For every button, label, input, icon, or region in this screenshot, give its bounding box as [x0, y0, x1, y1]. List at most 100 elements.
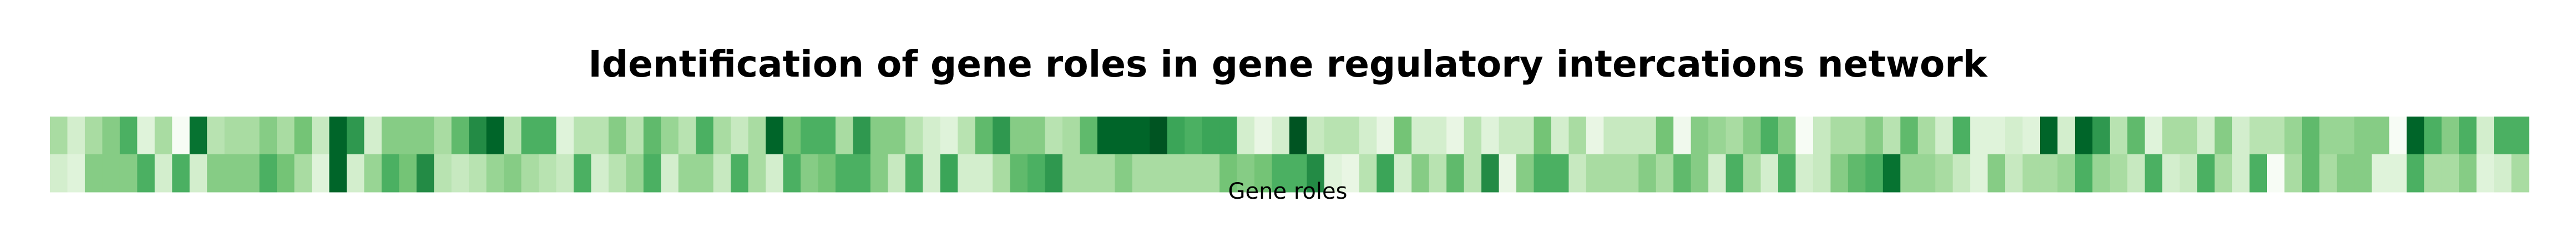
heatmap-cell — [137, 117, 155, 155]
heatmap-cell — [923, 117, 941, 155]
heatmap-cell — [573, 154, 591, 193]
heatmap-cell — [2232, 154, 2250, 193]
heatmap-cell — [1028, 117, 1046, 155]
heatmap-cell — [1254, 154, 1273, 193]
heatmap-cell — [1656, 117, 1674, 155]
heatmap-cell — [2267, 154, 2285, 193]
heatmap-cell — [870, 154, 888, 193]
heatmap-cell — [1708, 154, 1727, 193]
heatmap-cell — [2371, 117, 2390, 155]
heatmap-cell — [1010, 117, 1028, 155]
x-axis-label: Gene roles — [1228, 179, 1348, 204]
heatmap-cell — [1289, 117, 1308, 155]
heatmap-cell — [1691, 154, 1709, 193]
heatmap-cell — [2336, 117, 2355, 155]
heatmap-cell — [2301, 154, 2320, 193]
heatmap-cell — [1185, 154, 1203, 193]
heatmap-cell — [2389, 154, 2407, 193]
heatmap-cell — [399, 117, 417, 155]
heatmap-cell — [2162, 154, 2180, 193]
heatmap-cell — [1551, 154, 1570, 193]
heatmap-cell — [1097, 154, 1115, 193]
heatmap-cell — [242, 117, 260, 155]
heatmap-cell — [835, 117, 853, 155]
heatmap-cell — [2336, 154, 2355, 193]
heatmap-cell — [311, 117, 330, 155]
heatmap-cell — [1359, 117, 1377, 155]
heatmap-cell — [800, 117, 819, 155]
heatmap-cell — [207, 154, 225, 193]
heatmap-cell — [1167, 154, 1185, 193]
heatmap-cell — [853, 154, 871, 193]
heatmap-cell — [2267, 117, 2285, 155]
heatmap-cell — [1516, 117, 1535, 155]
heatmap-cell — [2127, 117, 2145, 155]
heatmap-cell — [905, 154, 923, 193]
heatmap-cell — [888, 117, 906, 155]
heatmap-cell — [2494, 154, 2512, 193]
heatmap-cell — [1882, 117, 1901, 155]
heatmap-cell — [1795, 154, 1814, 193]
heatmap-cell — [172, 117, 190, 155]
heatmap-cell — [923, 154, 941, 193]
heatmap-cell — [504, 117, 522, 155]
heatmap-cell — [1638, 154, 1657, 193]
heatmap-cell — [713, 154, 731, 193]
heatmap-cell — [1062, 117, 1081, 155]
heatmap-cell — [1708, 117, 1727, 155]
heatmap-cell — [1446, 117, 1465, 155]
heatmap-cell — [2424, 117, 2442, 155]
heatmap-cell — [1725, 117, 1744, 155]
heatmap-cell — [1568, 117, 1587, 155]
heatmap-cell — [1848, 117, 1866, 155]
heatmap-cell — [2406, 117, 2425, 155]
heatmap-cell — [696, 117, 714, 155]
heatmap-cell — [486, 154, 504, 193]
heatmap-cell — [2109, 154, 2128, 193]
heatmap-cell — [2424, 154, 2442, 193]
heatmap-cell — [1621, 154, 1639, 193]
heatmap-cell — [259, 154, 277, 193]
heatmap-cell — [2022, 154, 2041, 193]
heatmap-cell — [1115, 154, 1133, 193]
heatmap-cell — [2057, 154, 2076, 193]
heatmap-cell — [1219, 117, 1238, 155]
heatmap-cell — [102, 117, 120, 155]
heatmap-cell — [1882, 154, 1901, 193]
heatmap-cell — [1272, 154, 1290, 193]
heatmap-cell — [1848, 154, 1866, 193]
heatmap-cell — [1534, 117, 1552, 155]
heatmap-cell — [2284, 154, 2302, 193]
heatmap-cell — [573, 117, 591, 155]
heatmap-cell — [1132, 117, 1150, 155]
heatmap-cell — [958, 117, 976, 155]
heatmap-cell — [154, 154, 173, 193]
heatmap-cell — [1917, 154, 1936, 193]
heatmap-cell — [2179, 117, 2198, 155]
heatmap-cell — [1865, 117, 1884, 155]
heatmap-cell — [818, 154, 836, 193]
heatmap-cell — [486, 117, 504, 155]
heatmap-cell — [1045, 117, 1063, 155]
heatmap-cell — [224, 154, 242, 193]
heatmap-cell — [224, 117, 242, 155]
heatmap-cell — [1202, 117, 1220, 155]
heatmap-cell — [1219, 154, 1238, 193]
heatmap-cell — [1359, 154, 1377, 193]
heatmap-cell — [1464, 154, 1482, 193]
heatmap-cell — [1638, 117, 1657, 155]
heatmap-cell — [2371, 154, 2390, 193]
heatmap-cell — [800, 154, 819, 193]
heatmap-cell — [539, 154, 557, 193]
heatmap-cell — [1464, 117, 1482, 155]
heatmap-cell — [277, 154, 295, 193]
heatmap-cell — [2301, 117, 2320, 155]
heatmap-cell — [1411, 154, 1430, 193]
heatmap-cell — [1900, 117, 1919, 155]
heatmap-cell — [1760, 154, 1779, 193]
heatmap-cell — [591, 117, 609, 155]
heatmap-cell — [311, 154, 330, 193]
heatmap-cell — [1673, 117, 1692, 155]
heatmap-cell — [1446, 154, 1465, 193]
heatmap-cell — [940, 117, 958, 155]
